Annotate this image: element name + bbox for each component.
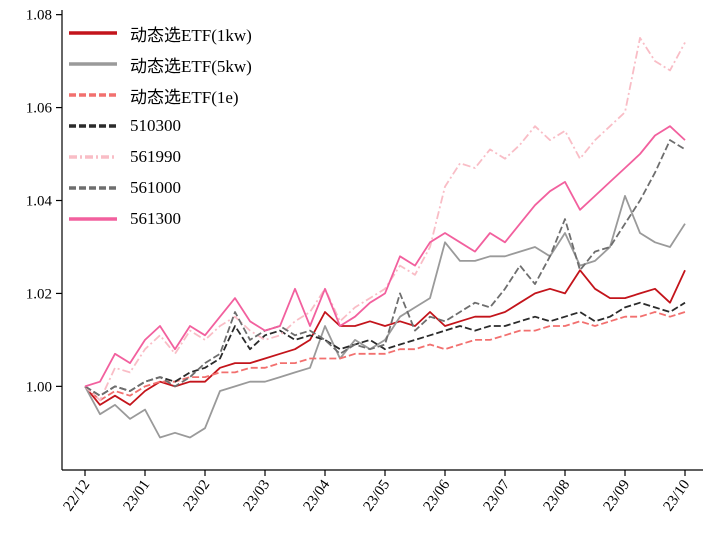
series-line-动态选ETF(1kw) xyxy=(84,269,686,406)
legend-label: 561990 xyxy=(130,147,181,166)
series-line-561000 xyxy=(84,139,686,397)
x-tick-label: 23/07 xyxy=(481,477,514,515)
legend-line-sample xyxy=(69,217,117,221)
x-tick-label: 23/09 xyxy=(601,477,634,514)
legend-line-sample xyxy=(69,62,117,66)
series-line-561300 xyxy=(84,125,686,388)
legend-item: 动态选ETF(5kw) xyxy=(68,53,252,76)
x-tick-label: 23/05 xyxy=(361,477,394,514)
legend: 动态选ETF(1kw) 动态选ETF(5kw) 动态选ETF(1e) 510300 56… xyxy=(68,22,252,230)
x-tick-label: 23/04 xyxy=(301,477,334,515)
legend-label: 动态选ETF(1kw) xyxy=(130,25,252,45)
legend-line-sample xyxy=(69,186,117,190)
y-tick-label: 1.04 xyxy=(26,194,53,210)
legend-label: 561300 xyxy=(130,209,181,228)
x-tick-label: 23/08 xyxy=(541,477,574,514)
series-line-510300 xyxy=(84,301,686,397)
x-tick-label: 23/01 xyxy=(121,477,154,514)
legend-item: 561990 xyxy=(68,146,252,168)
x-tick-label: 22/12 xyxy=(61,477,94,514)
legend-item: 动态选ETF(1e) xyxy=(68,84,252,107)
legend-label: 561000 xyxy=(130,178,181,197)
legend-label: 510300 xyxy=(130,116,181,135)
x-tick-label: 23/03 xyxy=(241,477,274,514)
series-line-动态选ETF(1e) xyxy=(84,311,686,402)
y-tick-label: 1.02 xyxy=(26,286,52,302)
x-tick-label: 23/02 xyxy=(181,477,214,514)
legend-item: 561300 xyxy=(68,208,252,230)
legend-item: 510300 xyxy=(68,115,252,137)
series-line-561990 xyxy=(84,37,686,402)
y-tick-label: 1.06 xyxy=(26,101,53,117)
legend-label: 动态选ETF(5kw) xyxy=(130,56,252,76)
legend-line-sample xyxy=(69,93,117,97)
legend-line-sample xyxy=(69,31,117,35)
y-tick-label: 1.00 xyxy=(26,379,52,395)
legend-item: 动态选ETF(1kw) xyxy=(68,22,252,45)
series-line-动态选ETF(5kw) xyxy=(84,194,686,439)
x-tick-label: 23/06 xyxy=(421,477,454,515)
x-tick-label: 23/10 xyxy=(661,477,694,514)
legend-line-sample xyxy=(69,155,117,159)
legend-line-sample xyxy=(69,124,117,128)
y-tick-label: 1.08 xyxy=(26,8,52,24)
legend-label: 动态选ETF(1e) xyxy=(130,87,239,107)
legend-item: 561000 xyxy=(68,177,252,199)
